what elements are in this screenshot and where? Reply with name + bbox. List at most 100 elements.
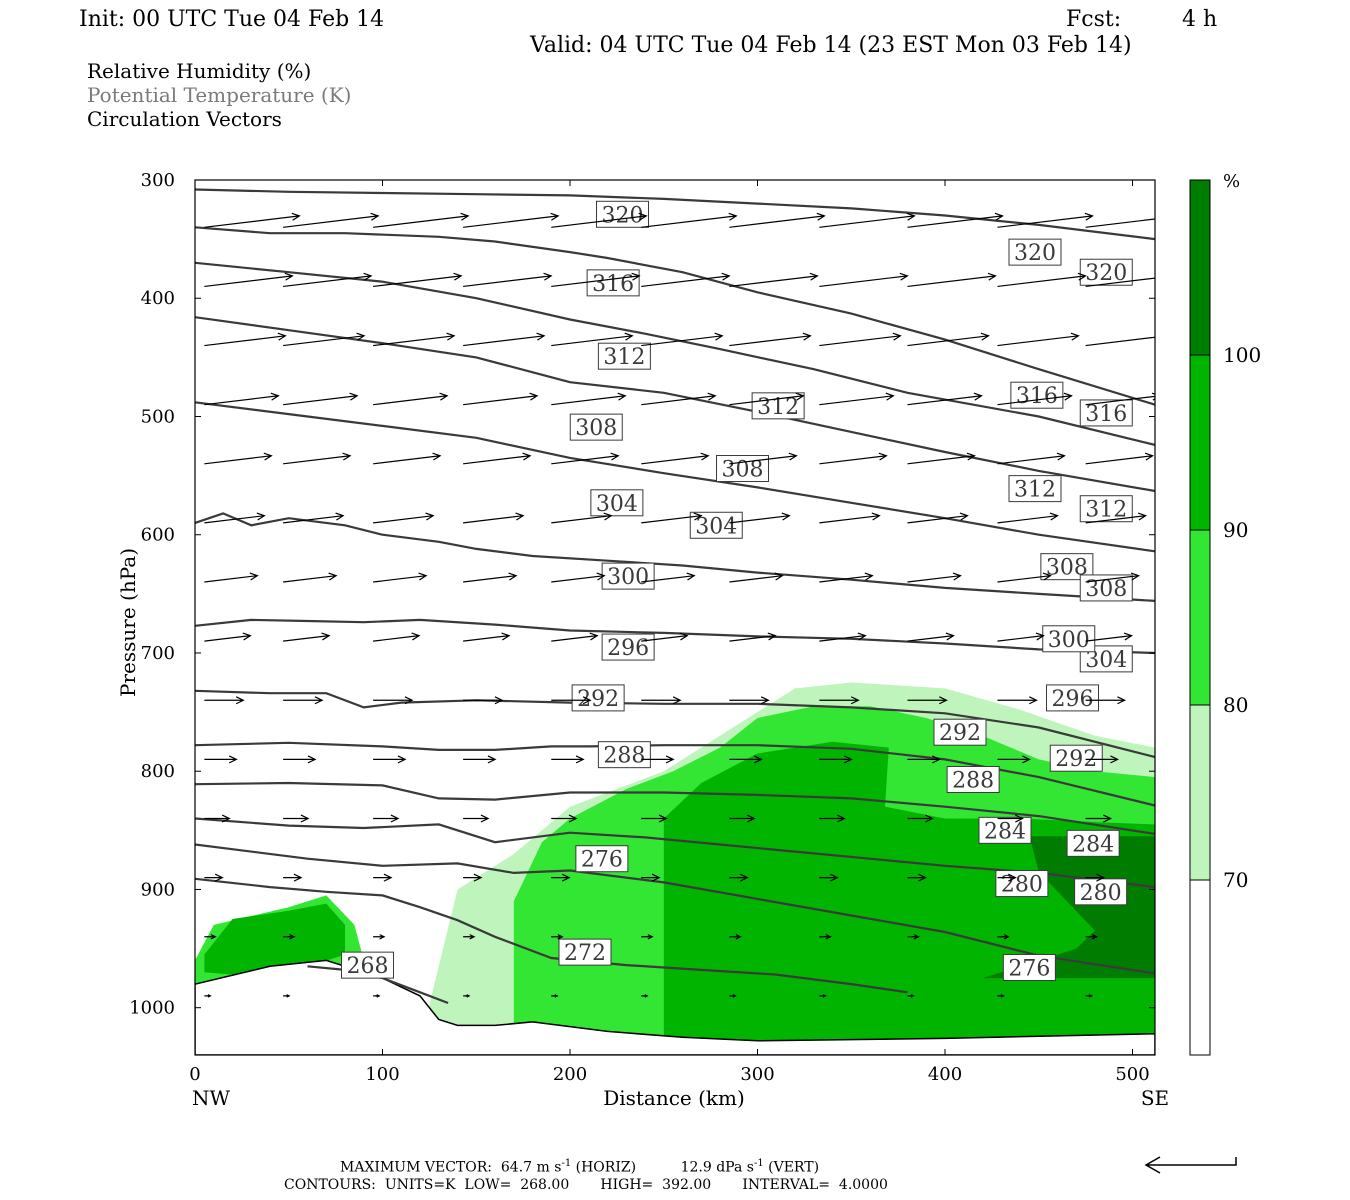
circulation-vector [551, 934, 564, 940]
forecast-label: Fcst: [1066, 7, 1122, 32]
reference-vector-arrow [1144, 1156, 1237, 1174]
circulation-vector [729, 994, 737, 998]
circulation-vector [907, 873, 927, 882]
circulation-vector [283, 512, 345, 524]
circulation-vector [997, 392, 1073, 406]
x-tick-label-200: 200 [553, 1064, 587, 1085]
circulation-vector [463, 212, 560, 228]
circulation-vector [551, 572, 606, 583]
max-vector-horiz-exp: -1 [561, 1158, 572, 1169]
circulation-vector [641, 994, 649, 998]
plot-frame [194, 179, 1156, 1056]
circulation-vector [204, 392, 280, 406]
circulation-vector [551, 873, 571, 882]
circulation-vector [641, 755, 675, 764]
circulation-vector [463, 696, 504, 705]
circulation-vector [551, 994, 559, 998]
circulation-vector [997, 934, 1010, 940]
colorbar-level-80: 80 [1223, 693, 1248, 717]
circulation-vector [204, 512, 266, 524]
x-tick-label-500: 500 [1115, 1064, 1149, 1085]
circulation-vector [373, 632, 421, 642]
circulation-vector [283, 332, 366, 347]
circulation-vector [463, 934, 476, 940]
circulation-vector [729, 272, 819, 288]
theta-label-312-0: 312 [603, 345, 645, 370]
theta-label-box-272-0 [558, 938, 612, 966]
circulation-vector [641, 696, 682, 705]
circulation-vector [997, 632, 1045, 642]
circulation-vector [641, 572, 696, 583]
theta-label-box-284-1 [1066, 829, 1120, 857]
theta-label-box-300-1 [1042, 625, 1096, 653]
theta-label-280-1: 280 [1080, 881, 1122, 906]
circulation-vector [1085, 873, 1106, 882]
circulation-vector [204, 212, 301, 228]
circulation-vector [819, 212, 916, 228]
left-end-label: NW [192, 1086, 231, 1110]
circulation-vector [463, 272, 553, 288]
colorbar-level-70: 70 [1223, 868, 1248, 892]
theta-label-308-0: 308 [575, 416, 617, 441]
circulation-vector [1085, 572, 1140, 583]
circulation-vector [283, 572, 338, 583]
theta-contour-276 [195, 843, 1155, 975]
theta-label-box-276-1 [1002, 954, 1056, 981]
x-tick-label-100: 100 [365, 1064, 399, 1085]
circulation-vector [551, 696, 592, 705]
circulation-vector [283, 212, 380, 228]
theta-label-300-0: 300 [607, 565, 649, 590]
theta-label-316-0: 316 [592, 272, 634, 297]
theta-label-284-0: 284 [984, 819, 1026, 844]
circulation-vector [819, 814, 846, 823]
plot-area: 3203203203163163163123123123123083083083… [195, 188, 1155, 1055]
theta-label-320-0: 320 [602, 203, 644, 228]
circulation-vector [997, 696, 1038, 705]
theta-label-box-276-0 [575, 845, 629, 873]
theta-label-280-0: 280 [1001, 873, 1043, 898]
circulation-vector [819, 512, 881, 524]
theta-label-296-0: 296 [607, 636, 649, 661]
circulation-vector [997, 512, 1059, 524]
contour-interval-label: INTERVAL= [742, 1177, 831, 1193]
circulation-vector [819, 994, 827, 998]
circulation-vector [907, 814, 934, 823]
contour-label: CONTOURS: [284, 1177, 376, 1193]
circulation-vector [551, 452, 620, 465]
circulation-vector [204, 994, 212, 998]
circulation-vector [1085, 336, 1155, 347]
y-tick-label-500: 500 [141, 406, 175, 427]
max-vector-horiz-tag: (HORIZ) [575, 1159, 637, 1176]
theta-label-box-288-1 [946, 765, 1000, 793]
circulation-vector [283, 632, 331, 642]
circulation-vector [907, 512, 969, 524]
contour-high: 392.00 [662, 1177, 712, 1193]
theta-label-320-1: 320 [1014, 241, 1056, 266]
circulation-vector [283, 696, 324, 705]
theta-label-276-1: 276 [1008, 957, 1050, 982]
circulation-vector [463, 755, 497, 764]
x-axis-title: Distance (km) [603, 1086, 745, 1110]
circulation-vector [1085, 814, 1113, 823]
circulation-vector [204, 934, 217, 940]
x-tick-label-400: 400 [928, 1064, 962, 1085]
circulation-vector [463, 814, 490, 823]
theta-label-304-0: 304 [596, 492, 638, 517]
circulation-vector [819, 632, 867, 642]
circulation-vector [373, 755, 407, 764]
circulation-vector [373, 272, 463, 288]
circulation-vector [819, 272, 909, 288]
circulation-vector [1085, 452, 1154, 465]
circulation-vector [729, 392, 805, 406]
circulation-vector [551, 512, 613, 524]
circulation-vector [373, 873, 393, 882]
circulation-vector [463, 452, 532, 465]
theta-label-box-292-0 [571, 684, 625, 712]
colorbar-unit: % [1223, 171, 1240, 192]
circulation-vector [204, 572, 259, 583]
theta-label-box-296-0 [601, 633, 655, 661]
circulation-vector [551, 212, 648, 228]
theta-label-316-2: 316 [1085, 402, 1127, 427]
max-vector-vert-exp: -1 [753, 1158, 764, 1169]
max-vector-vert-tag: (VERT) [768, 1159, 820, 1176]
